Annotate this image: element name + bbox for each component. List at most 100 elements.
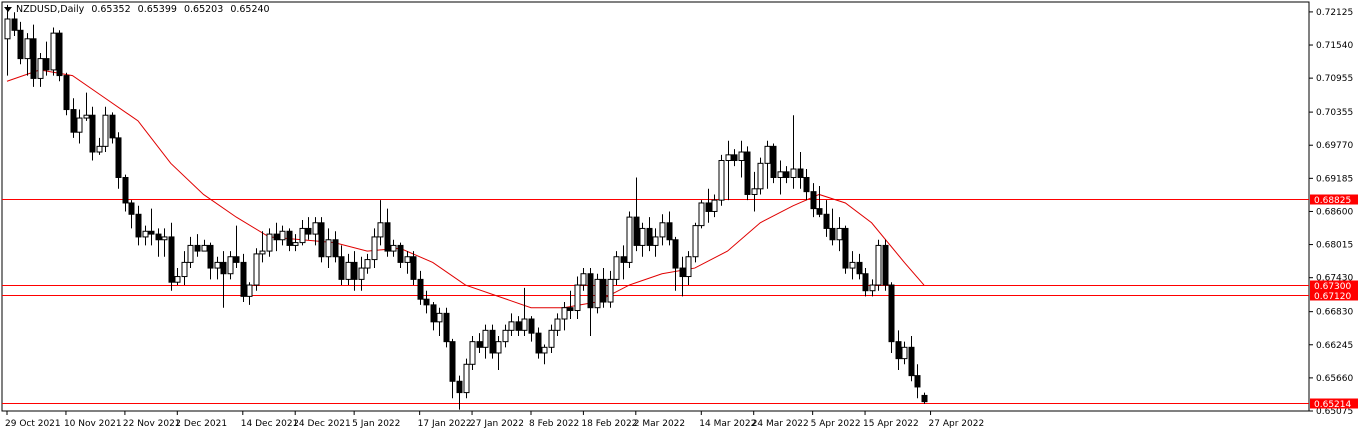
- candle-body-bear: [823, 213, 830, 229]
- price-tick-label: 0.69185: [1316, 174, 1353, 184]
- candle: [783, 166, 790, 184]
- candle: [810, 183, 817, 218]
- candle-body-bull: [711, 199, 718, 212]
- candle-body-bull: [463, 363, 470, 394]
- candle: [580, 268, 587, 291]
- candle-body-bull: [574, 284, 581, 312]
- candle: [325, 228, 332, 269]
- time-tick-label: 27 Jan 2022: [470, 419, 524, 429]
- candle-body-bull: [777, 171, 784, 178]
- candle-body-bull: [292, 242, 299, 246]
- candle-body-bear: [17, 29, 24, 60]
- candle: [738, 140, 745, 178]
- candle: [816, 185, 823, 218]
- candle-body-bear: [770, 145, 777, 178]
- time-tick-label: 27 Apr 2022: [929, 419, 985, 429]
- candle: [148, 208, 155, 246]
- candle-body-bear: [842, 227, 849, 269]
- candle-body-bear: [207, 244, 214, 269]
- candle-body-bear: [168, 236, 175, 283]
- candle-body-bear: [476, 341, 483, 348]
- candle: [803, 168, 810, 201]
- candle: [377, 200, 384, 246]
- candle: [692, 222, 699, 263]
- candle: [554, 313, 561, 336]
- time-tick-label: 2 Dec 2021: [175, 419, 227, 429]
- candle-body-bear: [351, 261, 358, 280]
- candle: [174, 268, 181, 286]
- candle-body-bear: [11, 18, 18, 31]
- candle: [259, 231, 266, 263]
- candle: [390, 239, 397, 257]
- candle: [502, 324, 509, 348]
- candle: [332, 231, 339, 263]
- candle-body-bear: [829, 227, 836, 241]
- candle-body-bull: [390, 244, 397, 252]
- level-label-box: [1310, 280, 1358, 291]
- candle-body-bear: [233, 256, 240, 263]
- candle: [757, 157, 764, 195]
- candle-body-bull: [214, 261, 221, 269]
- candle: [312, 217, 319, 246]
- candle: [574, 276, 581, 320]
- candle-body-bear: [567, 307, 574, 312]
- candle-body-bear: [397, 244, 404, 263]
- candle: [521, 287, 528, 336]
- candle: [535, 327, 542, 359]
- candle-body-bull: [482, 329, 489, 348]
- candle: [528, 316, 535, 342]
- candle-body-bull: [436, 312, 443, 323]
- candle: [456, 375, 463, 410]
- candle-body-bull: [279, 230, 286, 241]
- level-label-text: 0.68825: [1314, 196, 1351, 206]
- candle-body-bear: [489, 329, 496, 354]
- price-tick-label: 0.65660: [1316, 374, 1353, 384]
- candle: [115, 132, 122, 189]
- candle-body-bear: [135, 213, 142, 238]
- candle: [587, 268, 594, 336]
- candle-body-bull: [554, 318, 561, 331]
- candle-body-bear: [666, 222, 673, 241]
- price-tick-label: 0.70355: [1316, 108, 1353, 118]
- candle: [70, 98, 77, 138]
- candle-body-bull: [725, 154, 732, 162]
- level-label-box: [1310, 194, 1358, 205]
- candle: [849, 251, 856, 280]
- candle: [633, 177, 640, 252]
- candle-body-bull: [364, 259, 371, 269]
- candle: [17, 21, 24, 65]
- candle: [594, 273, 601, 314]
- open-value: 0.65352: [91, 4, 131, 15]
- time-tick-label: 24 Dec 2021: [293, 419, 351, 429]
- candle-body-bear: [731, 154, 738, 162]
- candle-body-bull: [594, 278, 601, 309]
- candle-body-bear: [410, 256, 417, 280]
- candle: [417, 270, 424, 305]
- candle-body-bear: [672, 239, 679, 269]
- candle-body-bull: [96, 145, 103, 153]
- candle-body-bear: [908, 346, 915, 377]
- candle: [685, 251, 692, 286]
- candle: [96, 137, 103, 155]
- candle: [436, 307, 443, 336]
- candle: [423, 290, 430, 314]
- candle-body-bull: [325, 239, 332, 258]
- candle-body-bear: [305, 227, 312, 235]
- candle: [875, 239, 882, 291]
- high-value: 0.65399: [137, 4, 177, 15]
- candle: [76, 109, 83, 144]
- candle: [292, 234, 299, 252]
- candle: [672, 236, 679, 291]
- candle: [777, 160, 784, 195]
- moving-average: [6, 69, 925, 309]
- candle: [495, 335, 502, 370]
- candle: [659, 214, 666, 246]
- candle: [764, 140, 771, 189]
- time-tick-label: 15 Apr 2022: [863, 419, 919, 429]
- close-value: 0.65240: [230, 4, 270, 15]
- candle-body-bear: [449, 341, 456, 382]
- candle-body-bull: [4, 18, 11, 40]
- time-tick-label: 5 Jan 2022: [352, 419, 400, 429]
- candle: [240, 253, 247, 303]
